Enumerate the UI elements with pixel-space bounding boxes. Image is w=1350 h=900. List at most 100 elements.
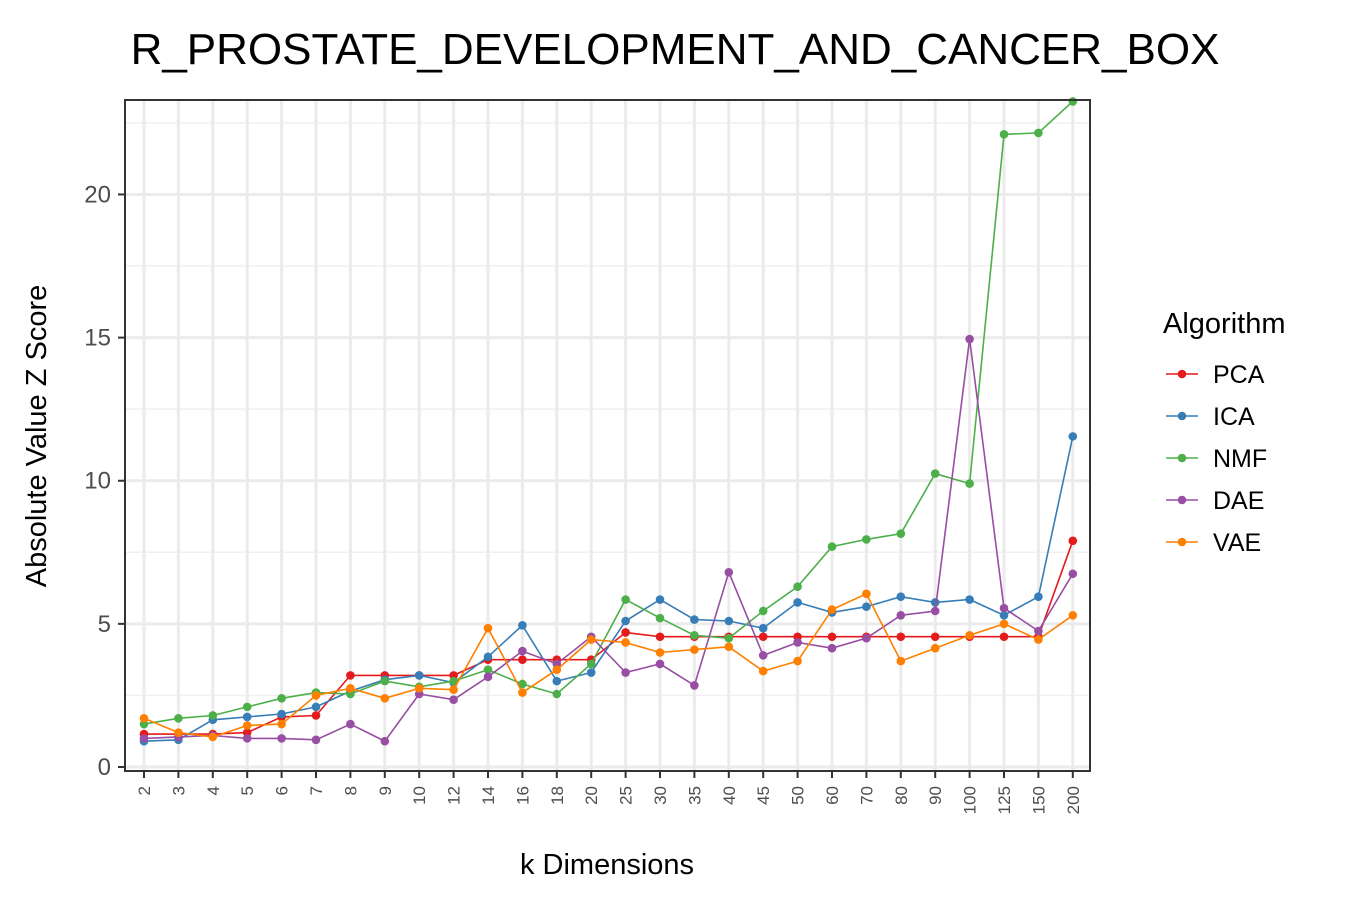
data-point-dae xyxy=(690,681,699,690)
data-point-ica xyxy=(553,677,562,686)
data-point-vae xyxy=(140,714,149,723)
data-point-pca xyxy=(346,671,355,680)
data-point-dae xyxy=(1000,604,1009,613)
data-point-vae xyxy=(484,624,493,633)
data-point-pca xyxy=(1069,537,1078,546)
data-point-ica xyxy=(415,671,424,680)
data-point-vae xyxy=(621,638,630,647)
legend-item-vae: VAE xyxy=(1166,529,1261,557)
legend-key-point xyxy=(1178,412,1187,421)
data-point-nmf xyxy=(862,535,871,544)
data-point-nmf xyxy=(965,479,974,488)
data-point-dae xyxy=(312,736,321,745)
data-point-dae xyxy=(759,651,768,660)
x-tick-label: 7 xyxy=(307,786,326,795)
data-point-nmf xyxy=(277,694,286,703)
x-tick-label: 12 xyxy=(445,786,464,805)
data-point-vae xyxy=(243,721,252,730)
data-point-ica xyxy=(243,713,252,722)
x-tick-label: 125 xyxy=(995,786,1014,814)
data-point-vae xyxy=(553,665,562,674)
data-point-vae xyxy=(759,667,768,676)
data-point-ica xyxy=(759,624,768,633)
x-tick-label: 8 xyxy=(341,786,360,795)
data-point-ica xyxy=(587,668,596,677)
legend-label: DAE xyxy=(1213,487,1264,515)
data-point-nmf xyxy=(1000,130,1009,139)
x-tick-label: 30 xyxy=(651,786,670,805)
data-point-dae xyxy=(1034,627,1043,636)
data-point-vae xyxy=(1069,611,1078,620)
legend-item-dae: DAE xyxy=(1166,487,1264,515)
data-point-nmf xyxy=(209,711,218,720)
data-point-ica xyxy=(277,710,286,719)
data-point-vae xyxy=(381,694,390,703)
data-point-dae xyxy=(381,737,390,746)
data-point-ica xyxy=(793,598,802,607)
data-point-vae xyxy=(793,657,802,666)
data-point-dae xyxy=(965,335,974,344)
legend-key-point xyxy=(1178,538,1187,547)
data-point-nmf xyxy=(174,714,183,723)
data-point-vae xyxy=(897,657,906,666)
data-point-nmf xyxy=(1034,129,1043,138)
data-point-dae xyxy=(897,611,906,620)
data-point-nmf xyxy=(243,703,252,712)
x-tick-label: 45 xyxy=(754,786,773,805)
data-point-vae xyxy=(828,605,837,614)
x-tick-label: 20 xyxy=(582,786,601,805)
legend-title: Algorithm xyxy=(1163,308,1286,340)
x-tick-label: 5 xyxy=(238,786,257,795)
data-point-pca xyxy=(518,655,527,664)
legend-key-point xyxy=(1178,496,1187,505)
x-tick-label: 80 xyxy=(892,786,911,805)
legend: Algorithm PCA ICA NMF DAE VAE xyxy=(1163,308,1286,557)
legend-item-ica: ICA xyxy=(1166,403,1255,431)
data-point-vae xyxy=(862,590,871,599)
x-tick-label: 40 xyxy=(720,786,739,805)
x-tick-label: 50 xyxy=(789,786,808,805)
y-tick-label: 0 xyxy=(98,754,111,781)
data-point-vae xyxy=(587,635,596,644)
data-point-dae xyxy=(621,668,630,677)
data-point-nmf xyxy=(587,660,596,669)
data-point-nmf xyxy=(725,634,734,643)
x-tick-label: 4 xyxy=(204,786,223,795)
data-point-vae xyxy=(209,733,218,742)
data-point-nmf xyxy=(381,677,390,686)
data-point-pca xyxy=(897,632,906,641)
data-point-pca xyxy=(931,632,940,641)
x-tick-label: 200 xyxy=(1064,786,1083,814)
data-point-vae xyxy=(1034,635,1043,644)
data-point-pca xyxy=(1000,632,1009,641)
y-axis: 0 5 10 15 20 xyxy=(84,181,125,781)
data-point-ica xyxy=(1034,592,1043,601)
data-point-dae xyxy=(725,568,734,577)
data-point-vae xyxy=(656,648,665,657)
y-tick-label: 20 xyxy=(84,181,111,208)
data-point-pca xyxy=(656,632,665,641)
data-point-ica xyxy=(1069,432,1078,441)
data-point-pca xyxy=(759,632,768,641)
x-axis: 2 3 4 5 6 7 8 9 10 12 14 16 18 20 25 30 35 40 45 50 60 70 80 90… xyxy=(135,771,1083,814)
x-tick-label: 2 xyxy=(135,786,154,795)
data-point-vae xyxy=(931,644,940,653)
x-tick-label: 60 xyxy=(823,786,842,805)
data-point-ica xyxy=(897,592,906,601)
data-point-nmf xyxy=(553,690,562,699)
data-point-ica xyxy=(725,617,734,626)
data-point-dae xyxy=(243,734,252,743)
data-point-dae xyxy=(656,660,665,669)
legend-item-nmf: NMF xyxy=(1166,445,1267,473)
data-point-dae xyxy=(484,673,493,682)
x-tick-label: 35 xyxy=(685,786,704,805)
x-tick-label: 3 xyxy=(169,786,188,795)
data-point-dae xyxy=(793,638,802,647)
data-point-ica xyxy=(690,615,699,624)
y-axis-title: Absolute Value Z Score xyxy=(21,285,53,588)
data-point-ica xyxy=(862,602,871,611)
x-tick-label: 16 xyxy=(513,786,532,805)
y-tick-label: 15 xyxy=(84,325,111,352)
data-point-dae xyxy=(862,634,871,643)
panel-background xyxy=(125,100,1090,771)
